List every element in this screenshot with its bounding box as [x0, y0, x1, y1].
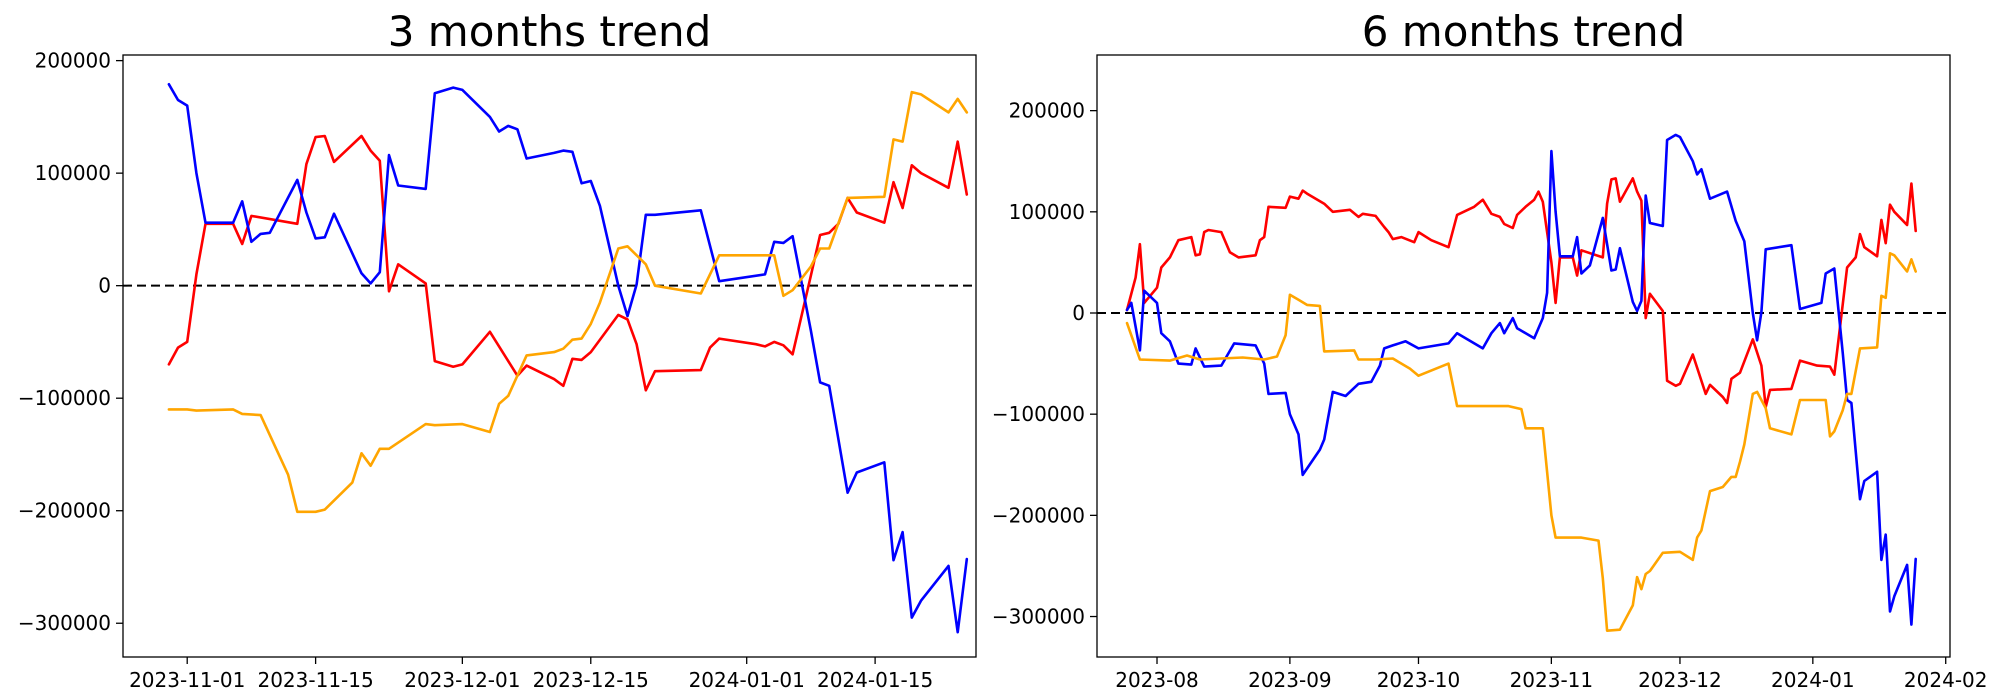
x-tick-label: 2024-01-01: [689, 668, 805, 692]
x-tick-label: 2023-11-15: [257, 668, 373, 692]
y-tick-label: −100000: [992, 402, 1085, 426]
x-tick-label: 2023-08: [1115, 668, 1199, 692]
x-tick-label: 2023-12-01: [404, 668, 520, 692]
x-tick-label: 2023-12-15: [533, 668, 649, 692]
series-line-3: [167, 90, 969, 514]
chart-panel-2: 6 months trend −300000 −200000 −100000 0 1000…: [992, 7, 1988, 692]
series-line-1: [167, 134, 969, 392]
y-tick-label: −300000: [992, 605, 1085, 629]
y-tick-label: 100000: [1009, 200, 1085, 224]
x-tick-label: 2023-11-01: [129, 668, 245, 692]
y-tick-label: 100000: [35, 161, 111, 185]
y-tick-label: 200000: [1009, 99, 1085, 123]
y-tick-label: −300000: [18, 611, 111, 635]
y-tick-label: −200000: [992, 503, 1085, 527]
x-tick-label: 2023-10: [1377, 668, 1461, 692]
y-tick-label: 200000: [35, 49, 111, 73]
chart-title: 3 months trend: [388, 7, 712, 56]
x-tick-label: 2024-01: [1771, 668, 1855, 692]
x-tick-label: 2024-01-15: [817, 668, 933, 692]
chart-title: 6 months trend: [1362, 7, 1686, 56]
y-tick-label: 0: [98, 274, 111, 298]
x-tick-label: 2023-11: [1510, 668, 1594, 692]
series-line-2: [167, 83, 969, 634]
y-tick-label: −200000: [18, 499, 111, 523]
axes-frame: [122, 54, 977, 658]
series-line-2: [1125, 133, 1917, 626]
series-line-1: [1125, 177, 1917, 409]
axes-frame: [1096, 54, 1951, 658]
chart-panel-1: 3 months trend −300000 −200000 −100000 0 1000…: [18, 7, 977, 692]
x-tick-label: 2023-12: [1638, 668, 1722, 692]
y-tick-label: −100000: [18, 386, 111, 410]
y-tick-label: 0: [1072, 301, 1085, 325]
x-tick-label: 2023-09: [1248, 668, 1332, 692]
x-tick-label: 2024-02: [1904, 668, 1988, 692]
series-line-3: [1125, 252, 1917, 632]
